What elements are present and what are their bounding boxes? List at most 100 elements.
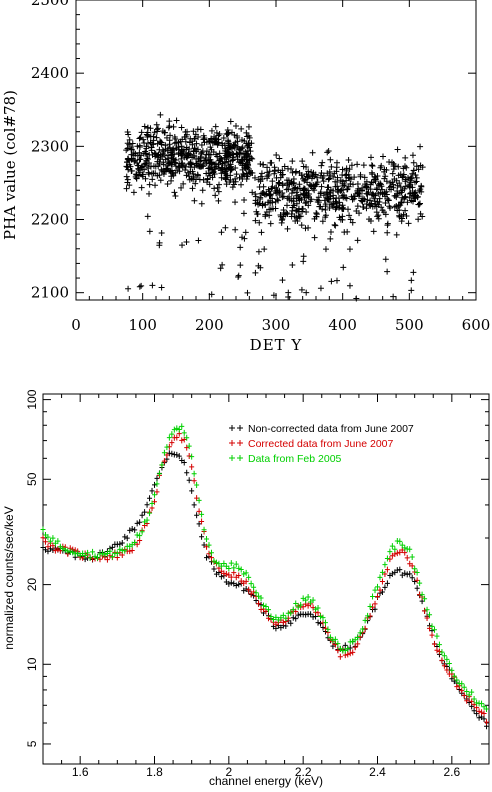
scatter-point (344, 228, 351, 235)
scatter-point (415, 166, 422, 173)
spectrum-point (65, 547, 71, 554)
spectrum-point (325, 626, 331, 633)
scatter-point (236, 150, 243, 157)
spectrum-point (384, 580, 390, 587)
scatter-point (410, 167, 417, 174)
scatter-point (406, 190, 413, 197)
plot2-x-tick-label: 2.6 (443, 765, 460, 779)
scatter-point (149, 282, 156, 289)
scatter-point (143, 151, 150, 158)
spectrum-point (436, 641, 442, 648)
scatter-point (138, 152, 145, 159)
scatter-point (243, 176, 250, 183)
scatter-point (224, 151, 231, 158)
scatter-point (386, 203, 393, 210)
scatter-point (237, 262, 244, 269)
scatter-point (139, 171, 146, 178)
scatter-point (375, 212, 382, 219)
scatter-point (326, 205, 333, 212)
scatter-point (246, 134, 253, 141)
spectrum-point (387, 556, 393, 563)
scatter-point (259, 161, 266, 168)
spectrum-point (409, 574, 415, 581)
scatter-point (203, 151, 210, 158)
pha-scatter-plot: 0 100 200 300 400 500 600 2100 2200 2300 2400 2500… (1, 0, 490, 354)
scatter-point (363, 178, 370, 185)
scatter-point (346, 246, 353, 253)
scatter-point (135, 162, 142, 169)
scatter-point (232, 164, 239, 171)
scatter-point (136, 142, 143, 149)
spectrum-point (206, 542, 212, 549)
scatter-point (197, 163, 204, 170)
scatter-point (368, 154, 375, 161)
scatter-point (328, 278, 335, 285)
scatter-point (252, 191, 259, 198)
scatter-point (399, 174, 406, 181)
scatter-point (212, 192, 219, 199)
spectrum-point (174, 451, 180, 458)
plot1-y-tick-label: 2500 (31, 0, 69, 9)
spectrum-point (132, 539, 138, 546)
scatter-point (411, 195, 418, 202)
spectrum-point (303, 611, 309, 618)
scatter-point (329, 203, 336, 210)
spectrum-point (226, 565, 232, 572)
series-0 (40, 450, 490, 730)
scatter-point (317, 190, 324, 197)
scatter-point (274, 196, 281, 203)
scatter-point (341, 182, 348, 189)
scatter-point (417, 210, 424, 217)
scatter-point (135, 172, 142, 179)
scatter-point (413, 178, 420, 185)
spectrum-point (124, 535, 130, 542)
scatter-point (324, 195, 331, 202)
plot2-x-tick-label: 2.2 (295, 765, 312, 779)
spectrum-point (243, 578, 249, 585)
spectrum-point (288, 620, 294, 627)
scatter-point (240, 210, 247, 217)
scatter-point (344, 186, 351, 193)
scatter-point (156, 239, 163, 246)
spectrum-point (305, 594, 311, 601)
spectrum-point (330, 637, 336, 644)
plot1-x-axis-label: DET Y (250, 336, 303, 354)
scatter-point (412, 171, 419, 178)
spectrum-point (139, 528, 145, 535)
scatter-point (281, 163, 288, 170)
series-1 (40, 430, 490, 726)
spectrum-point (50, 542, 56, 549)
scatter-point (330, 173, 337, 180)
spectrum-point (246, 586, 252, 593)
scatter-point (366, 216, 373, 223)
scatter-point (389, 170, 396, 177)
scatter-point (249, 189, 256, 196)
scatter-point (293, 189, 300, 196)
spectrum-point (119, 539, 125, 546)
spectrum-point (154, 480, 160, 487)
scatter-point (172, 157, 179, 164)
scatter-point (133, 171, 140, 178)
scatter-point (198, 141, 205, 148)
spectrum-point (308, 611, 314, 618)
scatter-point (243, 150, 250, 157)
spectrum-point (444, 666, 450, 673)
scatter-point (368, 162, 375, 169)
spectrum-point (221, 570, 227, 577)
scatter-point (238, 145, 245, 152)
scatter-point (318, 183, 325, 190)
spectrum-point (471, 695, 477, 702)
scatter-point (285, 177, 292, 184)
scatter-point (276, 192, 283, 199)
scatter-point (159, 146, 166, 153)
scatter-point (335, 186, 342, 193)
plot2-x-ticks: 1.6 1.8 2 2.2 2.4 2.6 (61, 394, 490, 779)
scatter-point (147, 125, 154, 132)
scatter-point (208, 136, 215, 143)
spectrum-point (117, 546, 123, 553)
spectrum-point (414, 577, 420, 584)
spectrum-point (256, 600, 262, 607)
scatter-point (327, 156, 334, 163)
scatter-point (367, 181, 374, 188)
scatter-point (167, 144, 174, 151)
